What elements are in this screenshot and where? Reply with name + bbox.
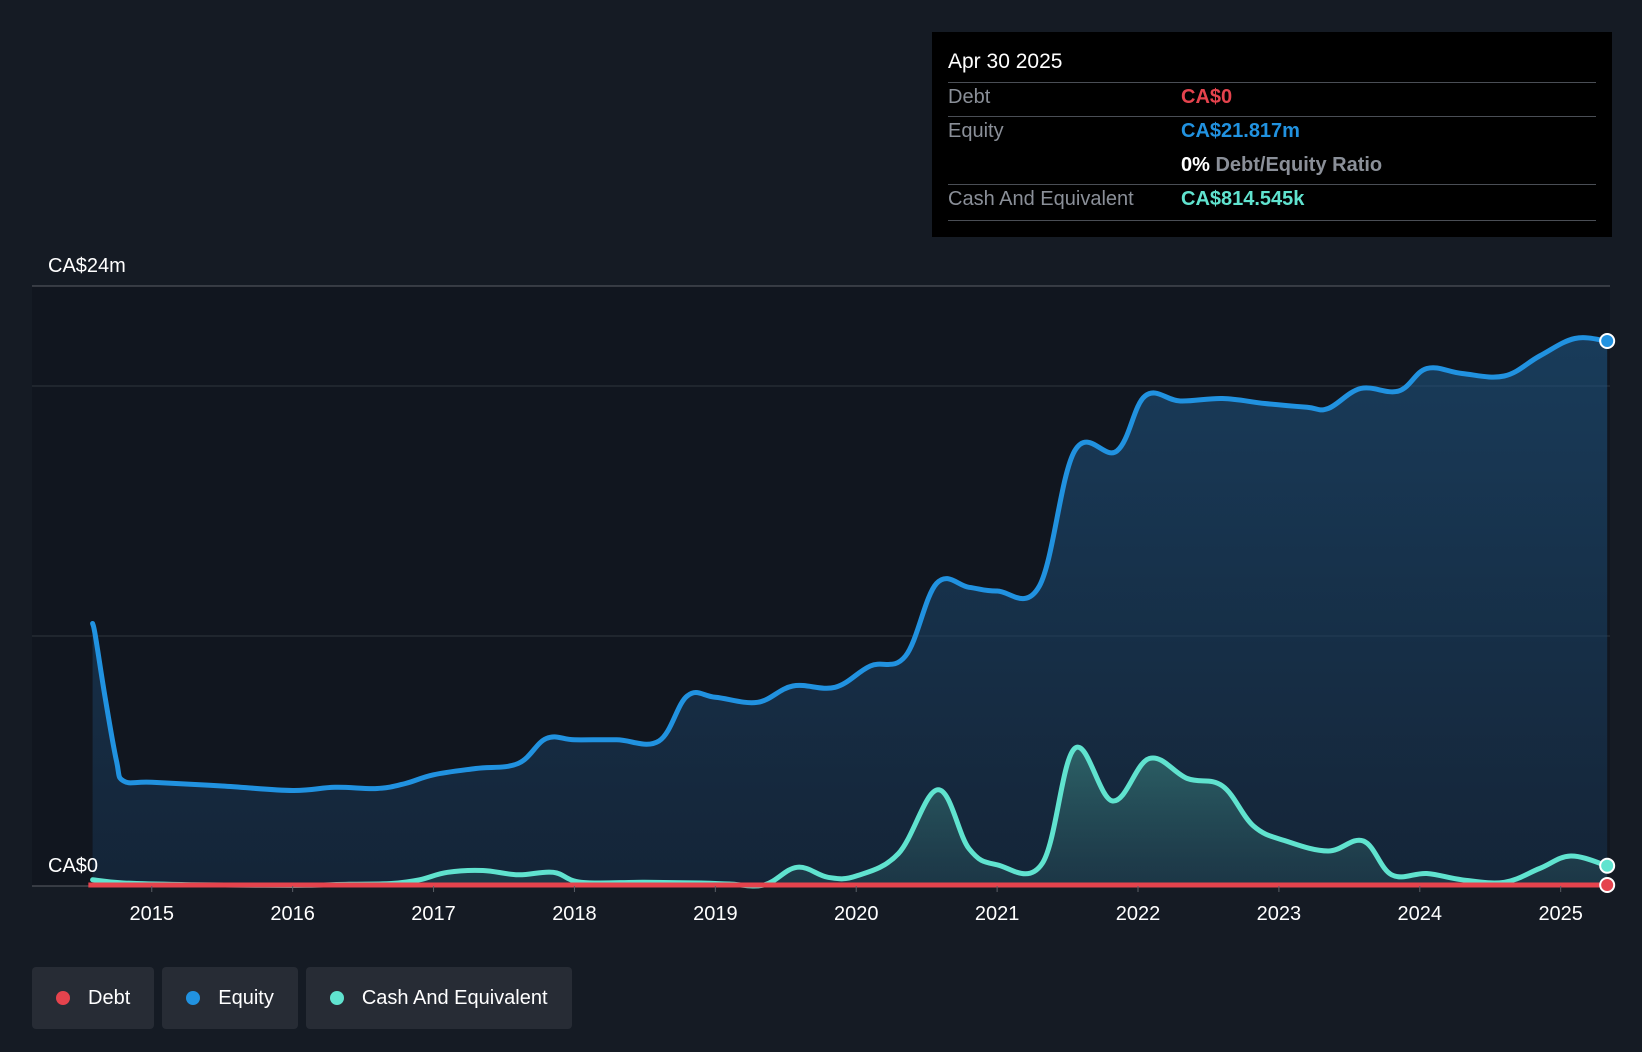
cash-end-marker[interactable]: [1599, 857, 1616, 874]
equity-dot-icon: [186, 991, 201, 1005]
debt-end-marker[interactable]: [1599, 877, 1616, 893]
x-tick-label: 2018: [552, 903, 597, 925]
tooltip-debt-value: CA$0: [1181, 86, 1233, 108]
equity-line: [90, 335, 1610, 794]
legend-item-debt[interactable]: Debt: [32, 967, 155, 1029]
debt-dot-icon: [56, 991, 70, 1005]
x-tick-label: 2017: [411, 903, 456, 925]
x-tick-label: 2015: [130, 903, 175, 925]
x-tick-label: 2023: [1257, 903, 1302, 925]
equity-end-marker[interactable]: [1599, 333, 1616, 349]
x-tick-label: 2016: [270, 903, 315, 925]
tooltip-panel: Apr 30 2025 Debt CA$0 Equity CA$21.817m …: [932, 32, 1612, 237]
tooltip-debt-label: Debt: [948, 86, 991, 108]
tooltip-divider: [948, 116, 1596, 117]
legend-label-debt: Debt: [88, 986, 131, 1009]
y-tick-label: CA$0: [48, 855, 98, 877]
tooltip-divider: [948, 82, 1596, 83]
tooltip-ratio-value: 0%: [1181, 154, 1210, 176]
cash-dot-icon: [329, 991, 344, 1005]
x-tick-label: 2021: [975, 903, 1020, 925]
tooltip-cash-value: CA$814.545k: [1181, 188, 1305, 210]
tooltip-divider: [948, 184, 1596, 185]
y-tick-label: CA$24m: [48, 255, 126, 277]
tooltip-date: Apr 30 2025: [948, 50, 1063, 73]
x-tick-label: 2019: [693, 903, 738, 925]
x-tick-label: 2020: [834, 903, 879, 925]
tooltip-ratio: 0% Debt/Equity Ratio: [1181, 154, 1382, 177]
x-tick-label: 2022: [1116, 903, 1161, 925]
equity-area: [92, 337, 1608, 887]
x-tick-label: 2024: [1398, 903, 1443, 925]
legend-label-equity: Equity: [218, 986, 274, 1009]
tooltip-equity-value: CA$21.817m: [1181, 120, 1300, 142]
cash-line: [90, 744, 1610, 889]
legend-label-cash: Cash And Equivalent: [361, 986, 548, 1009]
x-tick-label: 2025: [1538, 903, 1583, 925]
tooltip-ratio-label: Debt/Equity Ratio: [1215, 154, 1383, 176]
tooltip-cash-label: Cash And Equivalent: [948, 188, 1134, 210]
cash-area: [92, 747, 1608, 887]
legend-item-cash[interactable]: Cash And Equivalent: [305, 967, 572, 1029]
legend-item-equity[interactable]: Equity: [162, 967, 298, 1029]
tooltip-equity-label: Equity: [948, 120, 1004, 142]
chart-legend: Debt Equity Cash And Equivalent: [32, 967, 572, 1029]
tooltip-divider: [948, 220, 1596, 221]
